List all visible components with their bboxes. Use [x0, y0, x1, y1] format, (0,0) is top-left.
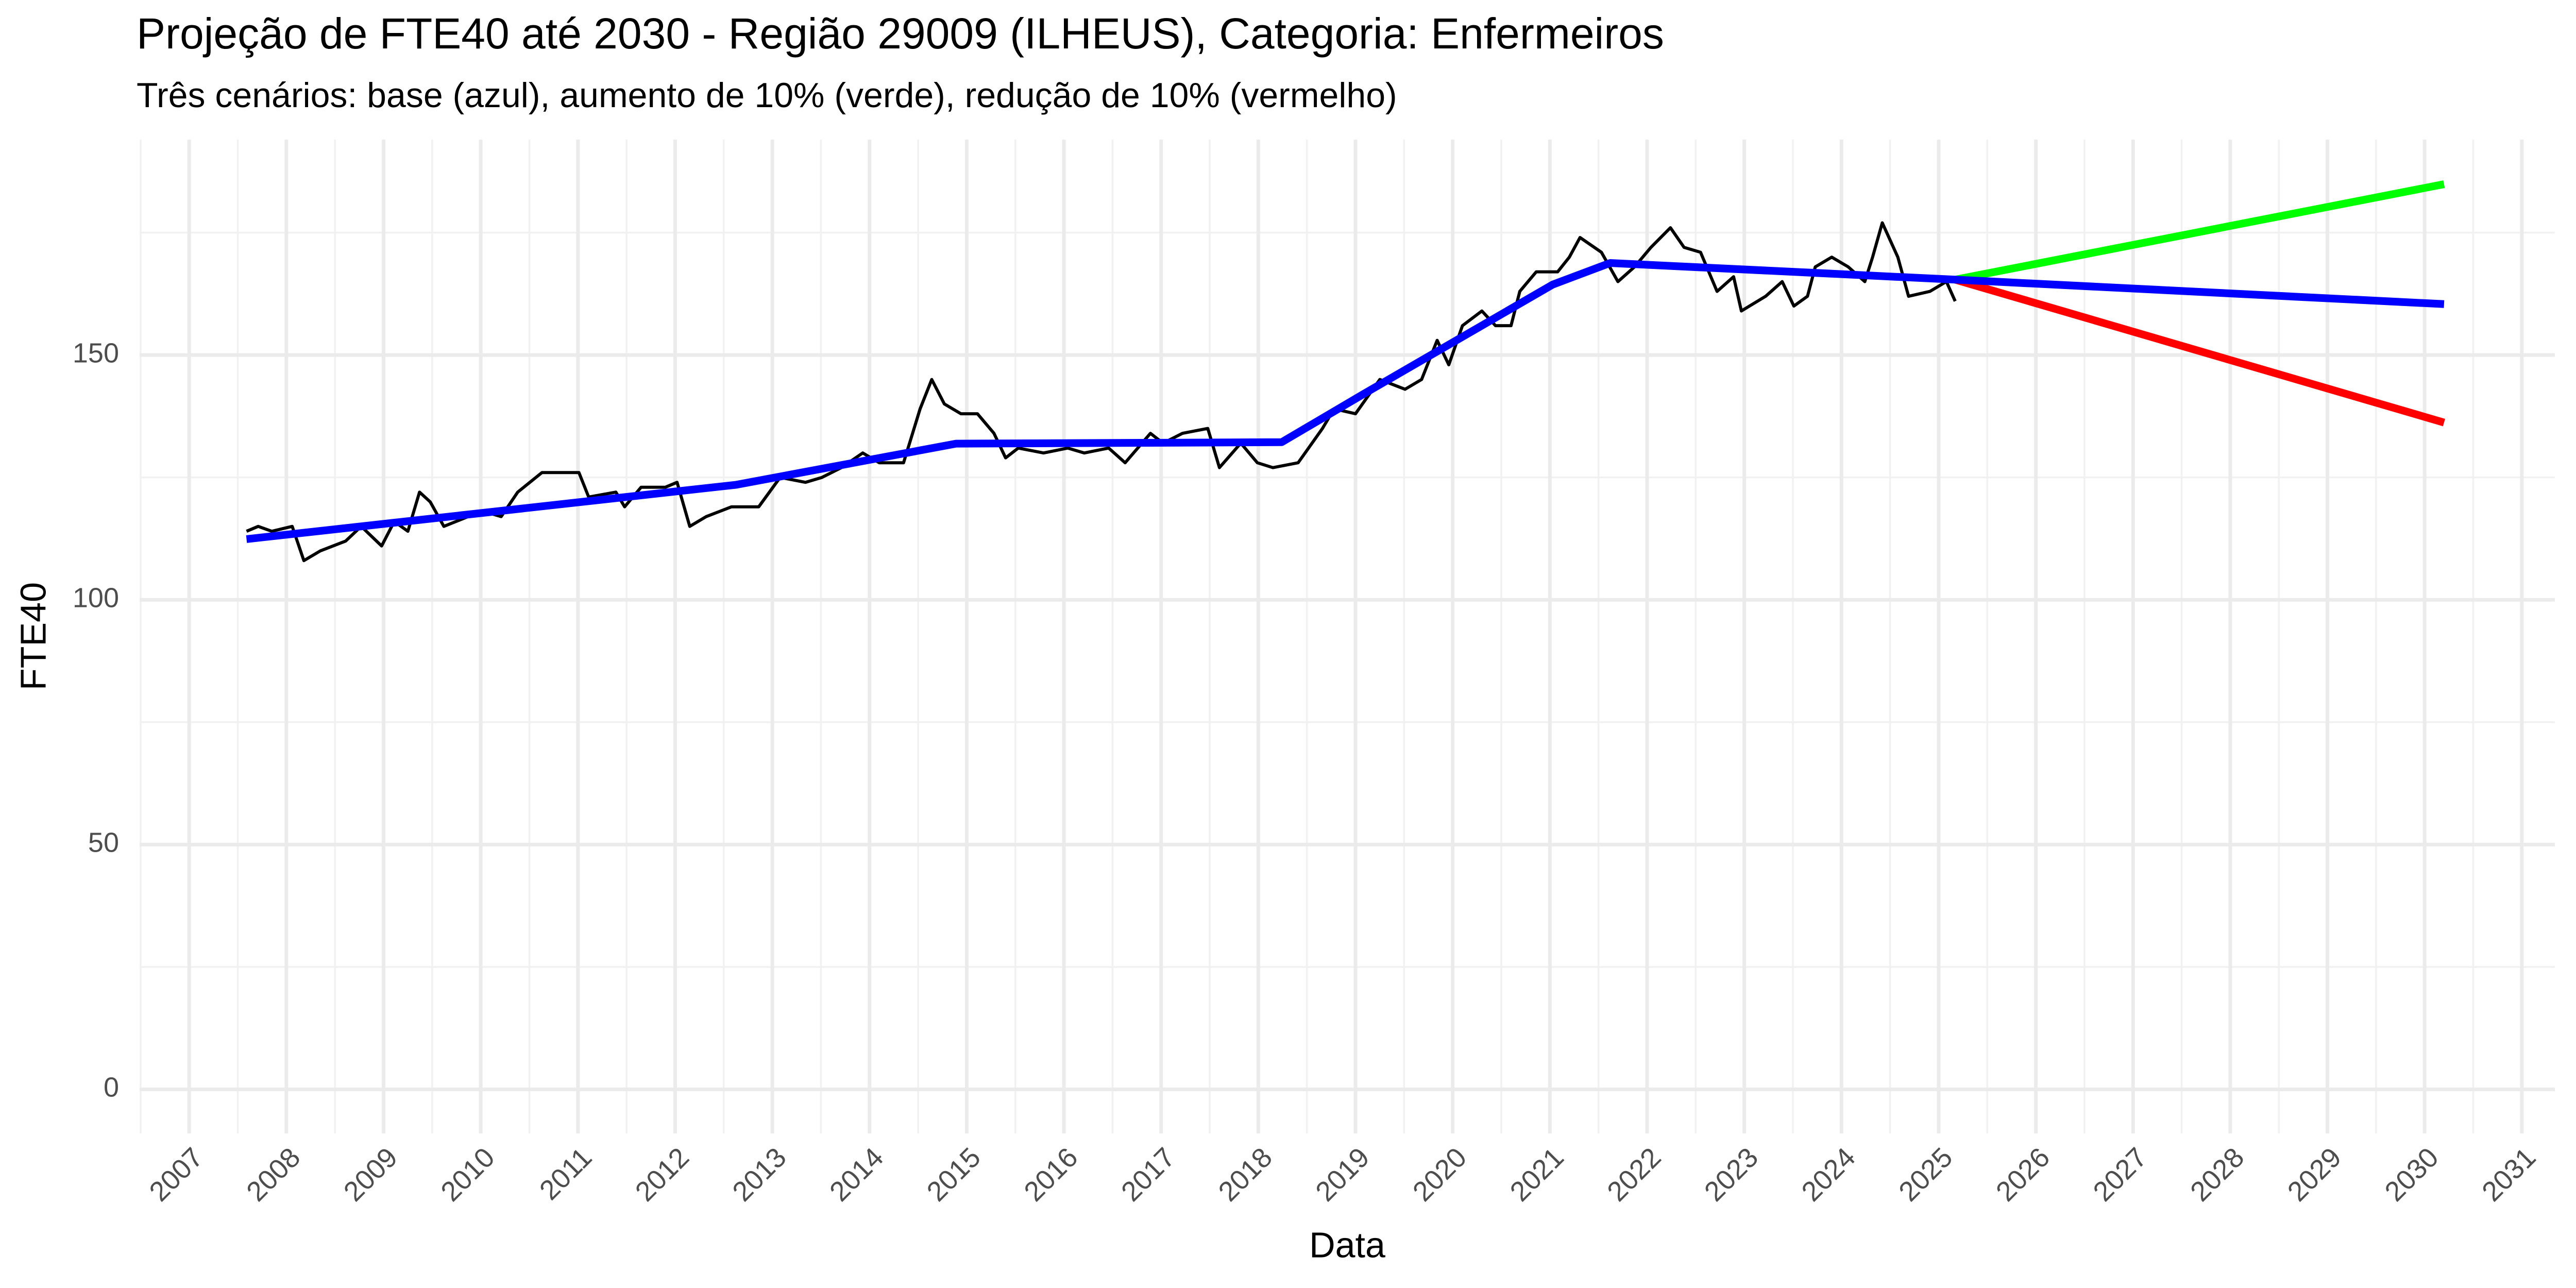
y-tick-label: 0: [104, 1072, 119, 1103]
plot-area: [246, 180, 2446, 563]
series-line: [246, 259, 2445, 543]
chart-subtitle: Três cenários: base (azul), aumento de 1…: [137, 76, 1397, 115]
grid: [140, 140, 2555, 1133]
series-line: [1954, 180, 2445, 284]
y-tick-label: 100: [73, 582, 119, 613]
series-line: [1954, 276, 2446, 427]
y-tick-label: 150: [73, 337, 119, 368]
chart-title: Projeção de FTE40 até 2030 - Região 2900…: [137, 9, 1664, 58]
x-axis-title: Data: [1309, 1225, 1385, 1265]
series-line: [246, 221, 1957, 563]
y-axis-title: FTE40: [13, 582, 53, 690]
y-tick-label: 50: [88, 827, 119, 858]
